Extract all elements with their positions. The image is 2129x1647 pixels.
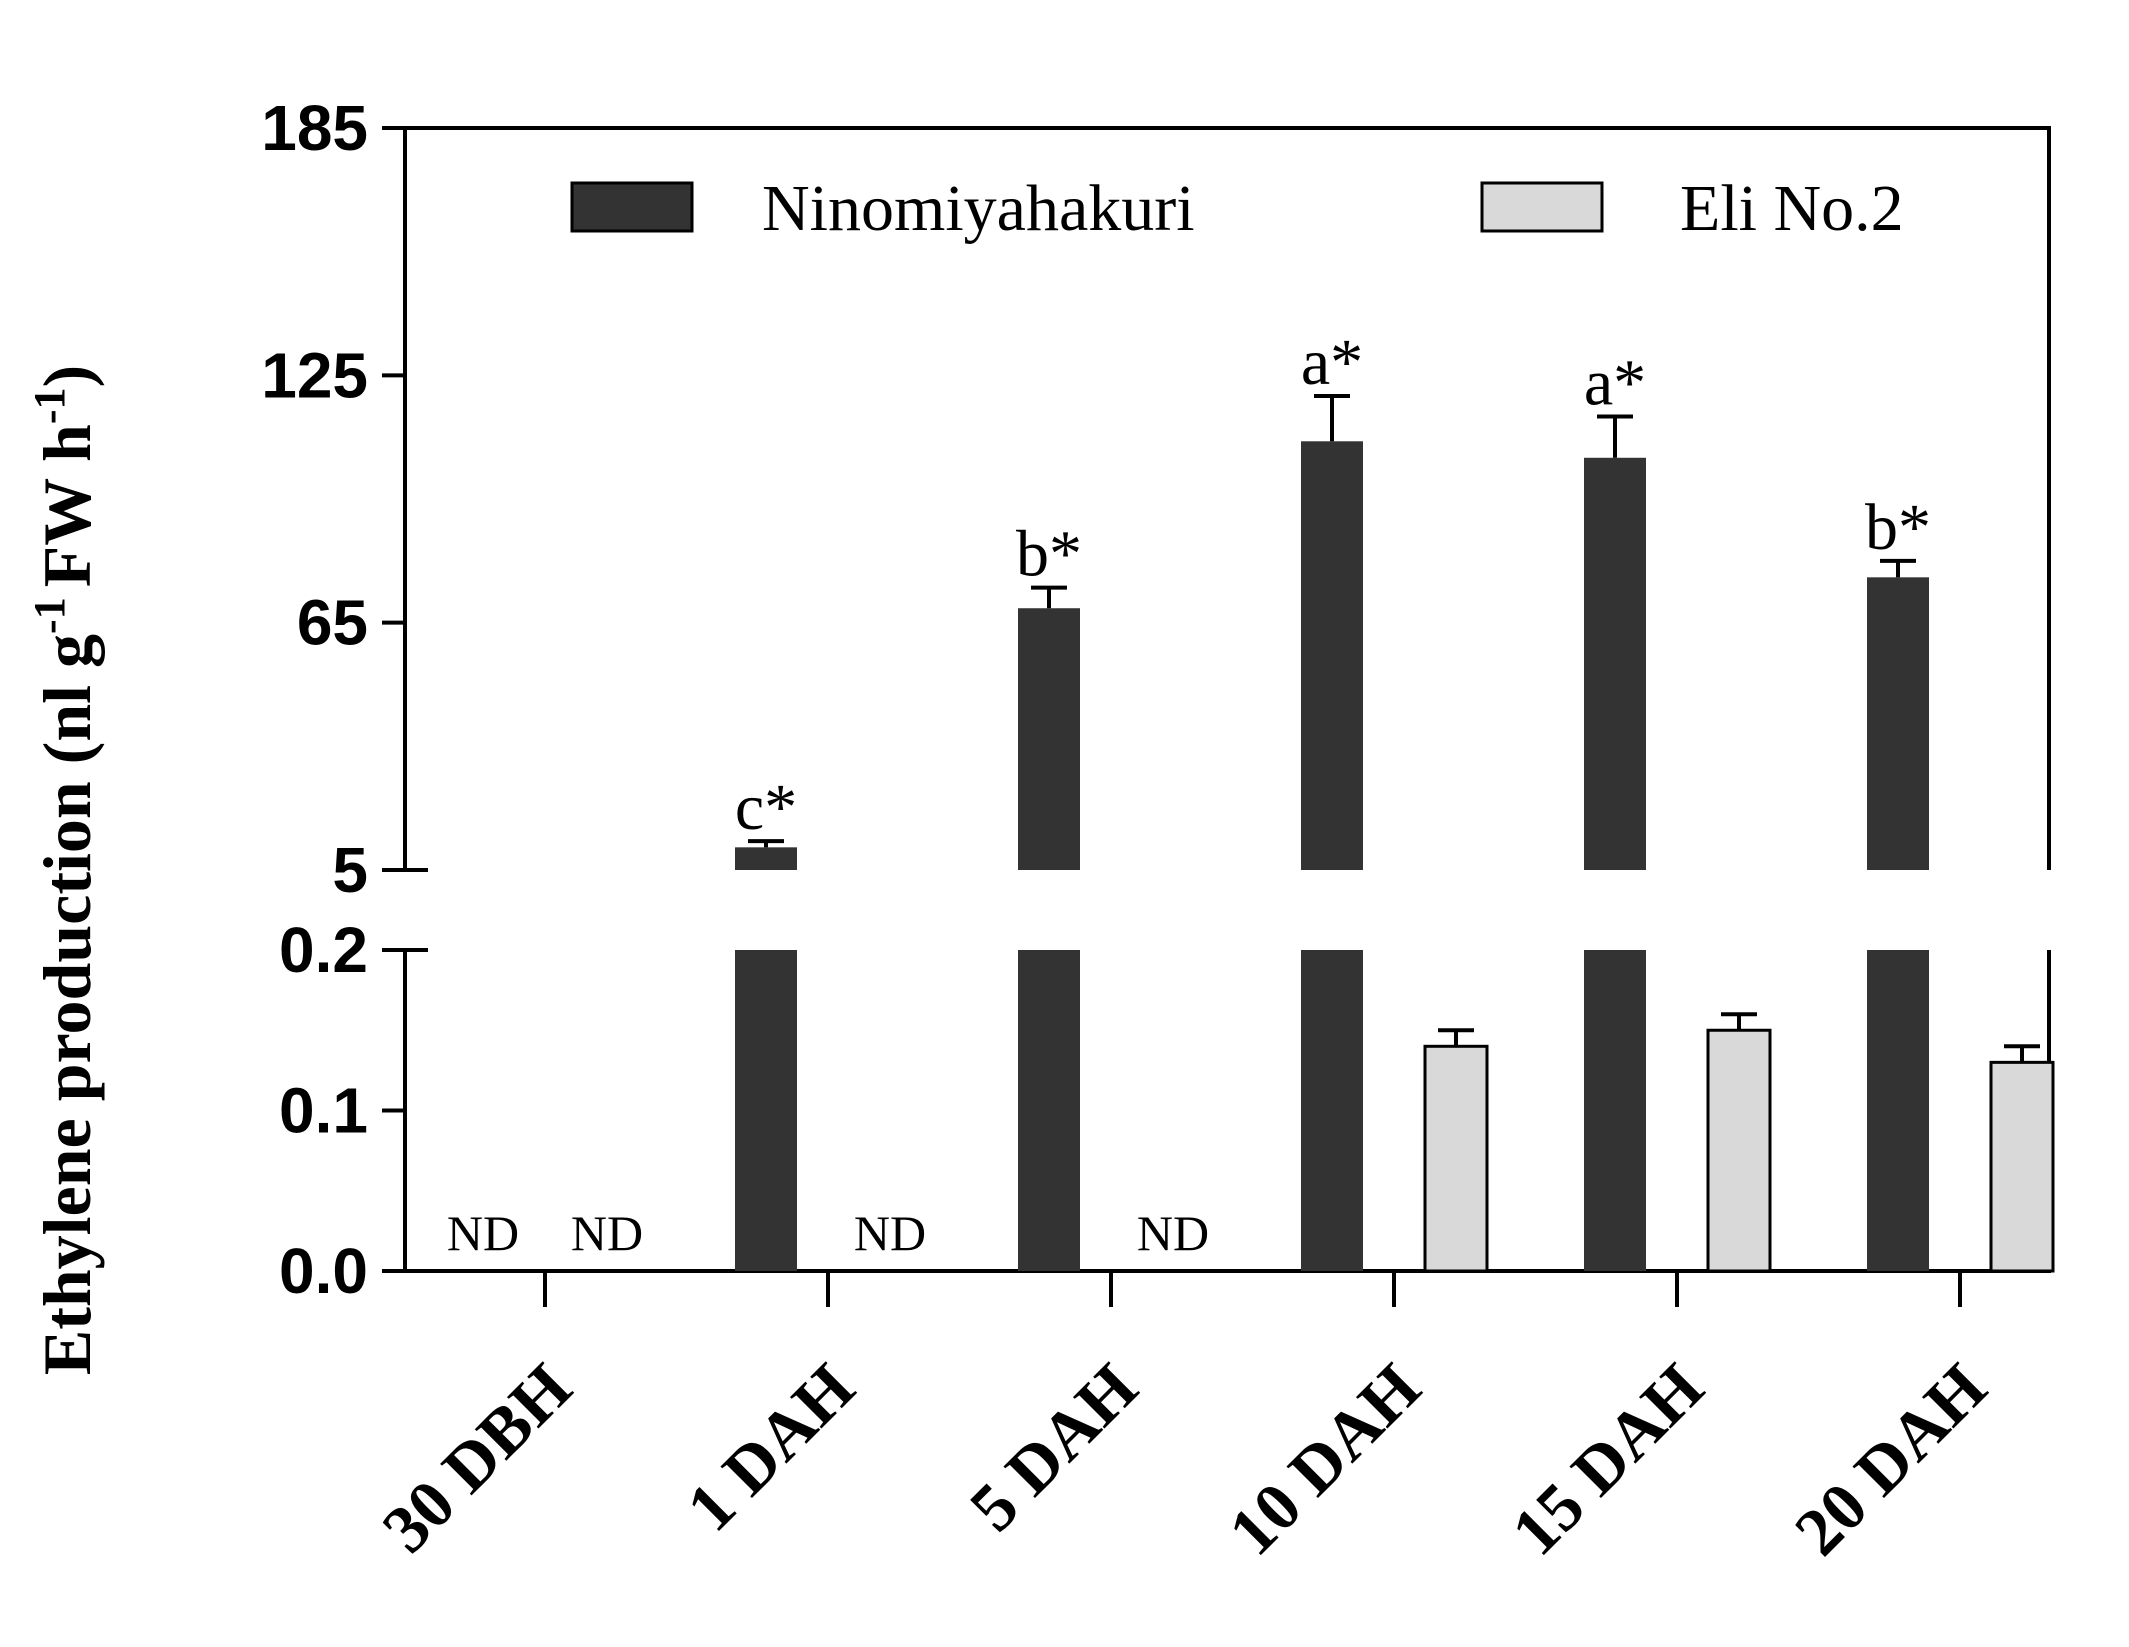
nd-label: ND — [1137, 1205, 1209, 1261]
x-tick-label: 10 DAH — [1214, 1349, 1435, 1570]
y-tick-label-lower: 0.1 — [279, 1075, 368, 1147]
y-tick-label-upper: 125 — [261, 339, 368, 411]
bar — [1989, 1060, 2055, 1273]
x-tick-label: 20 DAH — [1780, 1349, 2001, 1570]
significance-label: a* — [1584, 347, 1646, 420]
x-tick-label: 30 DBH — [368, 1349, 586, 1567]
y-axis-title-sup2: -1 — [25, 388, 74, 425]
bar — [1018, 608, 1080, 870]
bar-lower-segment — [1018, 950, 1080, 1271]
y-tick-label-upper: 65 — [297, 587, 368, 659]
legend: Ninomiyahakuri Eli No.2 — [570, 172, 1904, 245]
bar-lower-segment — [1867, 950, 1929, 1271]
significance-label: b* — [1865, 491, 1931, 564]
x-tick-label: 15 DAH — [1497, 1349, 1718, 1570]
bar — [1301, 441, 1363, 870]
significance-label: b* — [1016, 518, 1082, 591]
y-axis-title-close: ) — [29, 365, 105, 388]
nd-label: ND — [571, 1205, 643, 1261]
y-tick-label-upper: 185 — [261, 92, 368, 164]
bar-lower-segment — [1301, 950, 1363, 1271]
y-tick-label-lower: 0.2 — [279, 914, 368, 986]
y-axis-title: Ethylene production (nl g-1FW h-1) — [25, 365, 105, 1375]
legend-label-ninomiyahakuri: Ninomiyahakuri — [762, 172, 1195, 245]
bar-lower-segment — [1584, 950, 1646, 1271]
nd-label: ND — [854, 1205, 926, 1261]
bar — [1706, 1028, 1772, 1273]
y-axis-title-main: Ethylene production (nl g — [29, 634, 105, 1375]
bar — [1423, 1044, 1489, 1273]
lower-frame — [403, 950, 2051, 1273]
y-tick-label-upper: 5 — [332, 834, 368, 906]
nd-label: ND — [447, 1205, 519, 1261]
y-axis-title-mid: FW h — [29, 424, 105, 587]
legend-swatch-ninomiyahakuri — [570, 181, 694, 233]
bar — [735, 847, 797, 870]
legend-swatch-eli-no2 — [1480, 181, 1604, 233]
bar — [1867, 577, 1929, 870]
x-tick-label: 1 DAH — [672, 1349, 869, 1546]
significance-label: a* — [1301, 326, 1363, 399]
x-tick-label: 5 DAH — [955, 1349, 1152, 1546]
significance-label: c* — [735, 771, 797, 844]
bar-lower-segment — [735, 950, 797, 1271]
upper-frame — [403, 126, 2051, 870]
y-axis-title-sup1: -1 — [25, 597, 74, 634]
y-tick-label-lower: 0.0 — [279, 1235, 368, 1307]
bar — [1584, 457, 1646, 870]
legend-label-eli-no2: Eli No.2 — [1680, 172, 1904, 245]
